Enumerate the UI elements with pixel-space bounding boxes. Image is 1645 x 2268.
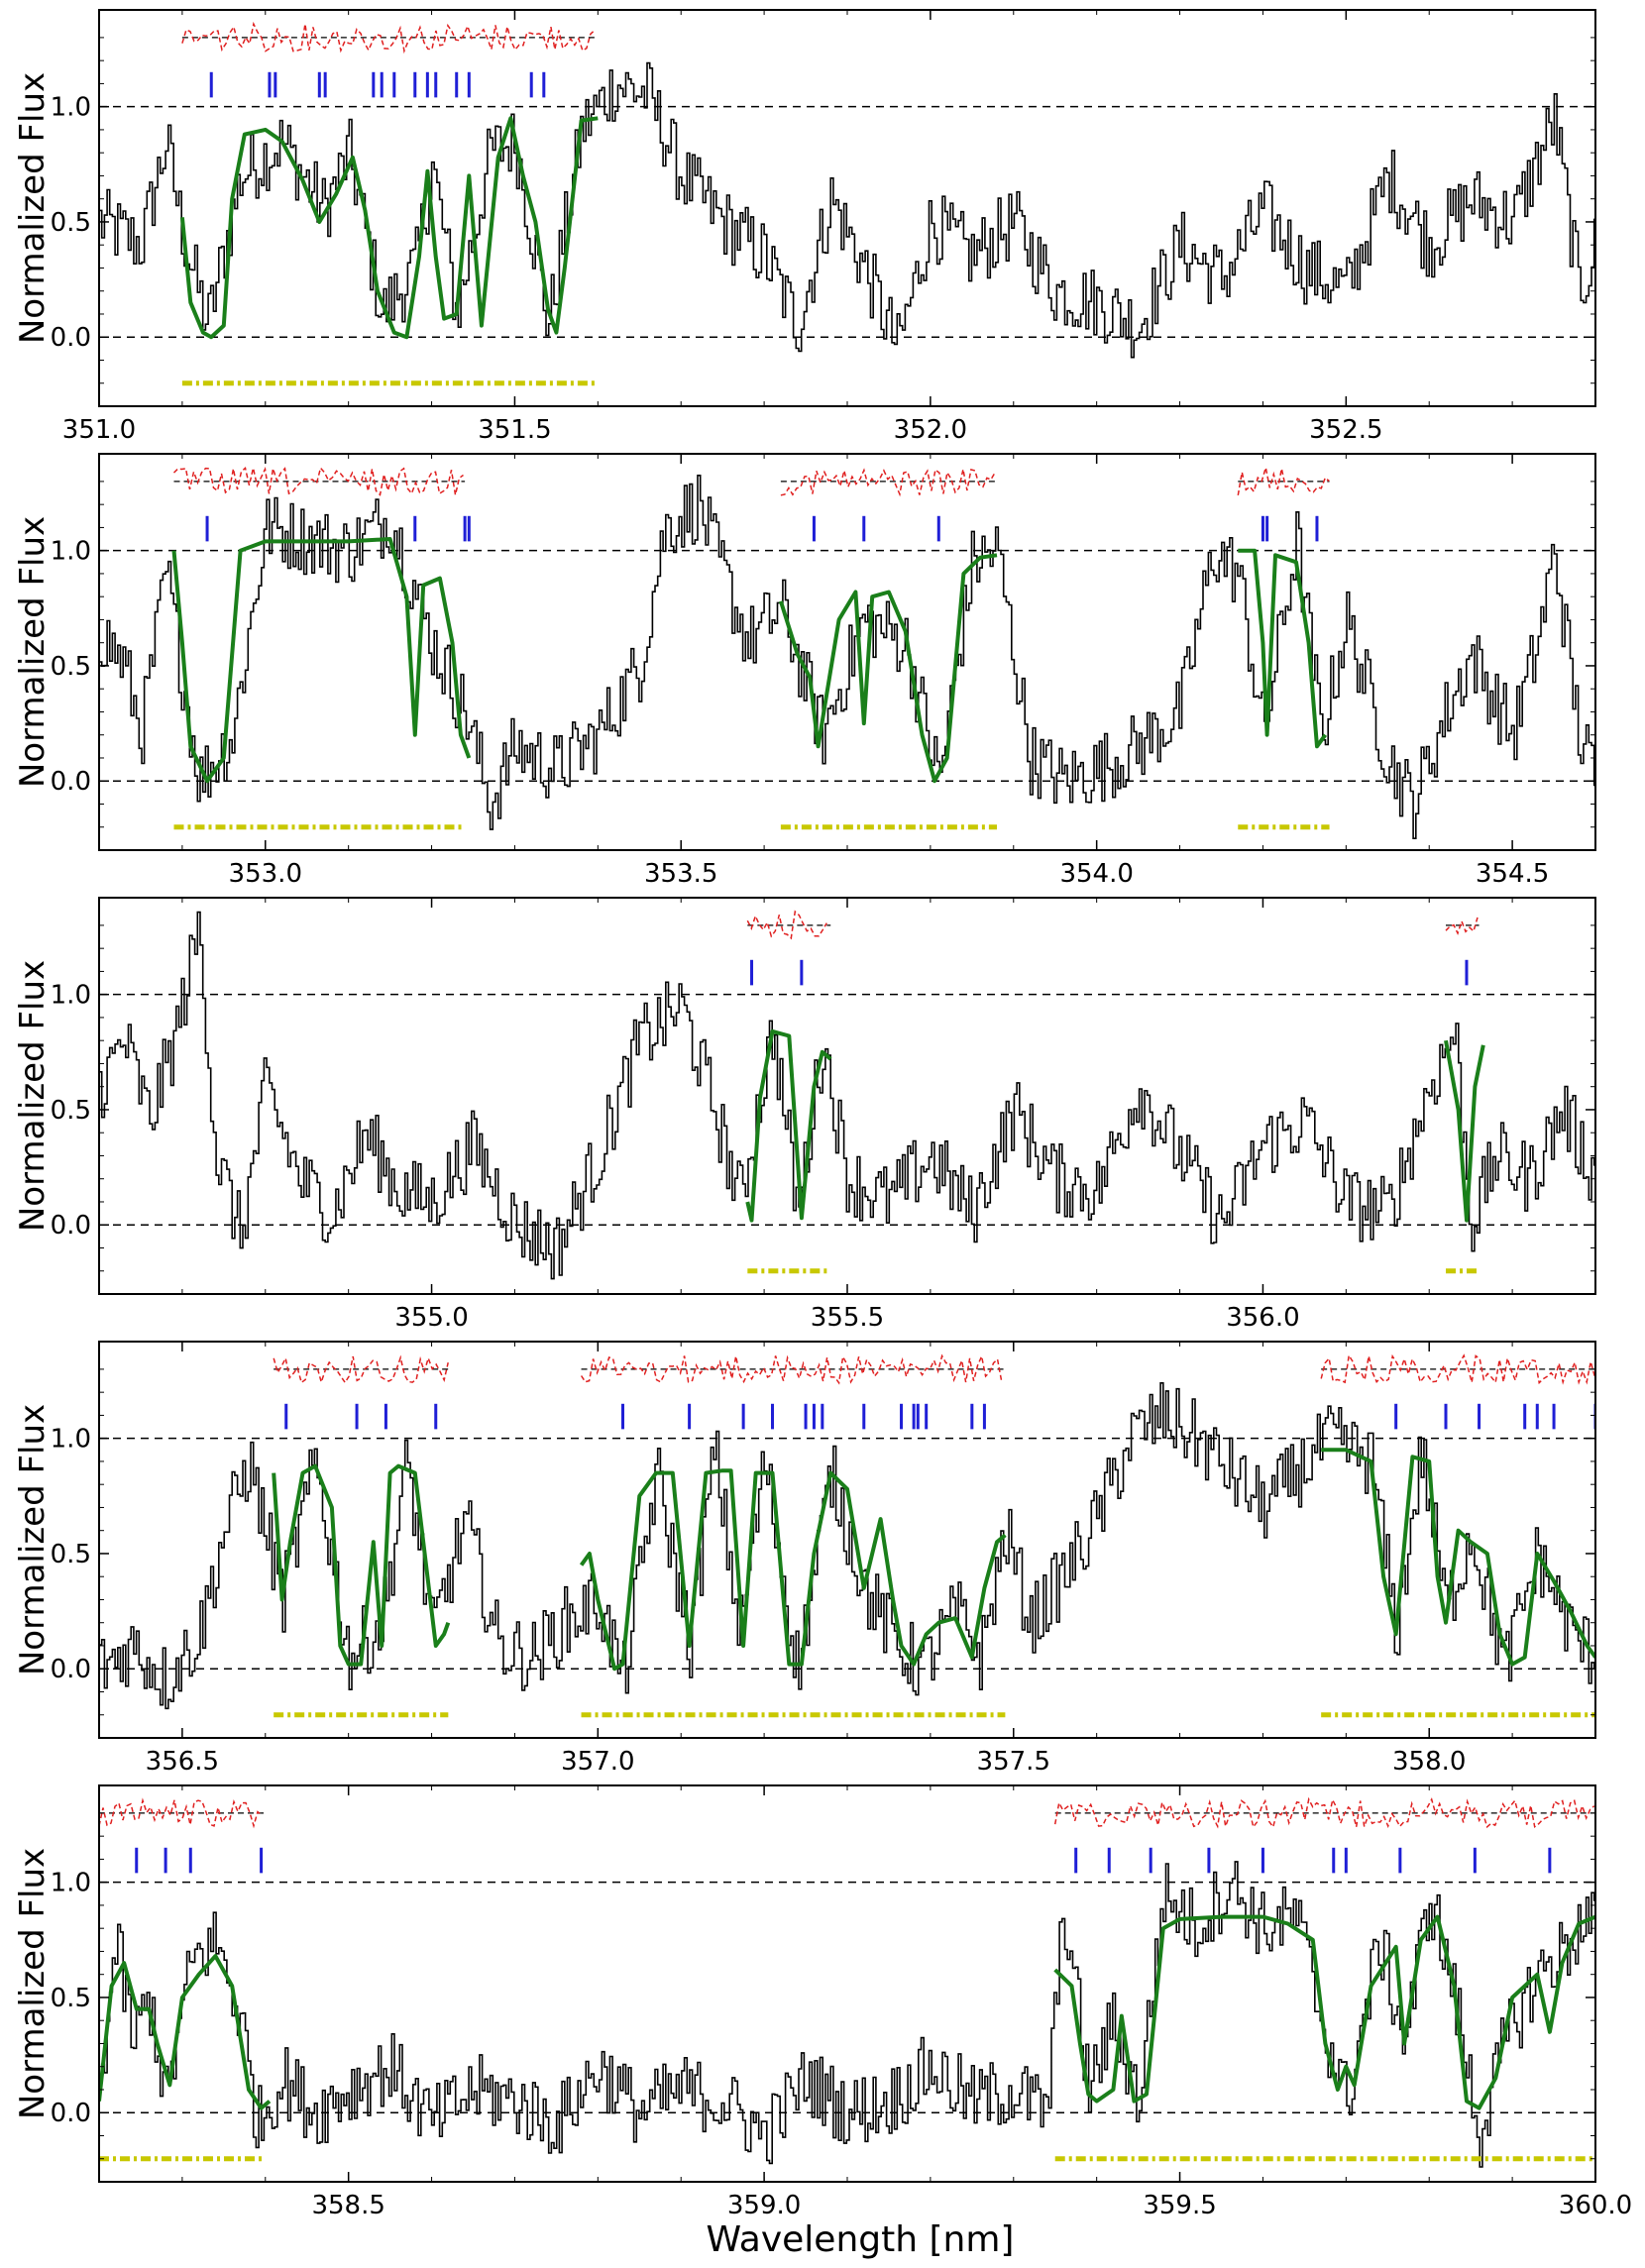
y-tick-label: 0.5 xyxy=(51,1984,91,2013)
x-tick-label: 352.0 xyxy=(894,415,967,445)
y-tick-label: 0.0 xyxy=(51,1211,91,1241)
axes-frame xyxy=(98,453,1596,851)
axes-frame xyxy=(98,1341,1596,1739)
x-tick-label: 358.0 xyxy=(1392,1747,1466,1777)
panels: 0.0 0.5 1.0 351.0 351.5 352.0 352.5 Normalized … xyxy=(13,9,1632,2220)
y-tick-label: 1.0 xyxy=(51,537,91,567)
plot-area xyxy=(99,1352,1595,1718)
x-tick-label: 356.5 xyxy=(146,1747,219,1777)
y-axis-label: Normalized Flux xyxy=(13,516,53,788)
x-tick-label: 359.5 xyxy=(1143,2191,1216,2220)
spectrum-line xyxy=(99,61,1595,359)
residual-trace-1 xyxy=(99,1797,263,1829)
x-tick-label: 355.5 xyxy=(811,1303,884,1333)
x-tick-label: 354.0 xyxy=(1059,859,1133,889)
x-tick-label: 356.0 xyxy=(1226,1303,1299,1333)
fit-line-1 xyxy=(272,1463,451,1667)
y-axis-label: Normalized Flux xyxy=(13,1404,53,1675)
fit-line-1 xyxy=(171,537,472,784)
plot-area xyxy=(99,1796,1595,2168)
residual-trace-1 xyxy=(181,21,596,54)
y-tick-label: 0.5 xyxy=(51,208,91,238)
fit-line-2 xyxy=(778,553,998,784)
y-tick-label: 0.0 xyxy=(51,1655,91,1684)
residual-trace-2 xyxy=(780,468,996,497)
x-tick-label: 352.5 xyxy=(1309,415,1382,445)
residual-trace-2 xyxy=(580,1353,1003,1385)
residual-trace-3 xyxy=(1320,1352,1595,1385)
y-tick-label: 1.0 xyxy=(51,1869,91,1898)
x-tick-label: 355.0 xyxy=(394,1303,468,1333)
fit-line-2 xyxy=(1053,1914,1595,2110)
plot-area xyxy=(99,21,1595,386)
panel-1: 0.0 0.5 1.0 351.0 351.5 352.0 352.5 Normalized … xyxy=(13,9,1596,445)
residual-trace-2 xyxy=(1053,1796,1595,1830)
fit-line-1 xyxy=(179,116,599,340)
residual-trace-3 xyxy=(1237,467,1330,496)
fit-line-1 xyxy=(99,1954,272,2110)
y-axis-label: Normalized Flux xyxy=(13,960,53,1232)
fit-line-2 xyxy=(1444,1039,1485,1223)
y-tick-label: 0.0 xyxy=(51,767,91,797)
y-tick-label: 0.5 xyxy=(51,1540,91,1569)
panel-2: 0.0 0.5 1.0 353.0 353.5 354.0 354.5 Normalized … xyxy=(13,453,1596,889)
y-tick-label: 0.5 xyxy=(51,1096,91,1126)
spectrum-line xyxy=(99,911,1595,1280)
residual-trace-1 xyxy=(172,466,464,496)
y-tick-label: 0.0 xyxy=(51,323,91,353)
spectrum-line xyxy=(99,475,1595,839)
x-tick-label: 360.0 xyxy=(1559,2191,1632,2220)
residual-trace-2 xyxy=(1445,917,1479,935)
spectrum-line xyxy=(99,1382,1595,1710)
plot-area xyxy=(99,910,1595,1280)
fit-line-2 xyxy=(579,1468,1007,1672)
fit-line-3 xyxy=(1321,1448,1595,1667)
panel-5: 0.0 0.5 1.0 358.5 359.0 359.5 360.0 Normalized … xyxy=(13,1784,1632,2220)
x-tick-label: 358.5 xyxy=(311,2191,384,2220)
x-tick-label: 353.5 xyxy=(644,859,717,889)
spectrum-line xyxy=(99,1861,1595,2168)
x-tick-label: 359.0 xyxy=(727,2191,801,2220)
fit-line-3 xyxy=(1238,548,1328,749)
x-tick-label: 351.5 xyxy=(478,415,551,445)
plot-area xyxy=(99,466,1595,839)
x-tick-label: 351.0 xyxy=(62,415,136,445)
y-axis-label: Normalized Flux xyxy=(13,72,53,344)
y-tick-label: 1.0 xyxy=(51,981,91,1011)
y-tick-label: 1.0 xyxy=(51,1425,91,1455)
panel-4: 0.0 0.5 1.0 356.5 357.0 357.5 358.0 Normalized … xyxy=(13,1341,1596,1777)
y-axis-label: Normalized Flux xyxy=(13,1848,53,2119)
x-tick-label: 354.5 xyxy=(1476,859,1549,889)
x-tick-label: 357.5 xyxy=(977,1747,1050,1777)
y-tick-label: 1.0 xyxy=(51,93,91,123)
panel-3: 0.0 0.5 1.0 355.0 355.5 356.0 Normalized Flux xyxy=(13,897,1596,1333)
x-tick-label: 357.0 xyxy=(561,1747,634,1777)
y-tick-label: 0.0 xyxy=(51,2099,91,2128)
fit-line-1 xyxy=(745,1028,832,1223)
x-tick-label: 353.0 xyxy=(229,859,302,889)
residual-trace-1 xyxy=(746,910,827,940)
x-axis-label: Wavelength [nm] xyxy=(707,2219,1015,2260)
y-tick-label: 0.5 xyxy=(51,652,91,682)
residual-trace-1 xyxy=(273,1354,449,1385)
